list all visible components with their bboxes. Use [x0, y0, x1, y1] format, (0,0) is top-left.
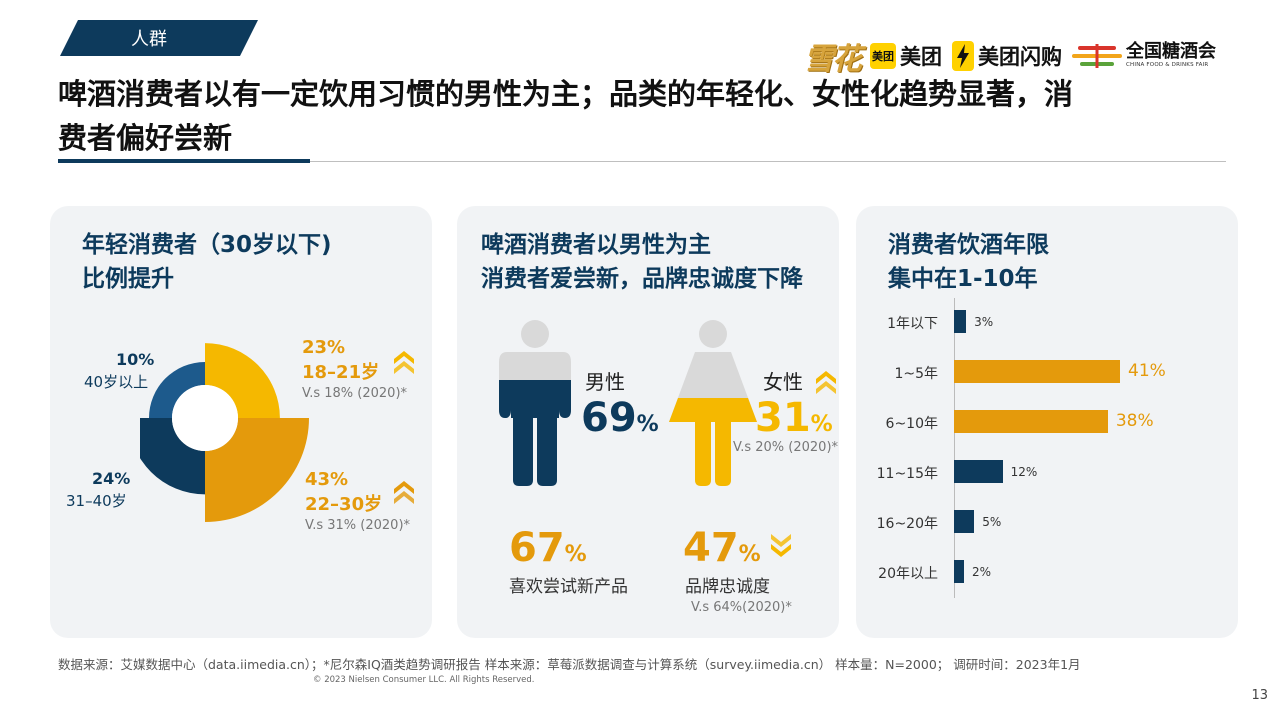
male-percent-unit: % — [636, 412, 659, 437]
page-title-line-1: 啤酒消费者以有一定饮用习惯的男性为主；品类的年轻化、女性化趋势显著，消 — [58, 77, 1074, 111]
try-new-percent: 67% — [509, 528, 587, 568]
bar-1~5年 — [954, 360, 1120, 383]
bar-16~20年 — [954, 510, 975, 533]
title-divider — [58, 161, 1226, 162]
meituan-logo: 美团 美团 — [870, 41, 942, 71]
title-accent-bar — [58, 159, 310, 163]
meituan-shangou-logo: 美团闪购 — [952, 41, 1062, 71]
age-18-21-label: 18–21岁 — [302, 362, 380, 383]
bar-11~15年 — [954, 460, 1003, 483]
male-percent-value: 69 — [581, 395, 637, 441]
fair-name-cn: 全国糖酒会 — [1126, 41, 1216, 63]
drinking-years-title-line-1: 消费者饮酒年限 — [888, 232, 1049, 258]
meituan-badge-icon: 美团 — [870, 43, 896, 69]
female-figure-icon — [669, 320, 757, 486]
bar-6~10年 — [954, 410, 1108, 433]
partner-logos: 雪花 美团 美团 美团闪购 全国糖酒会 CHINA FOOD & DRINKS … — [804, 34, 1216, 78]
loyalty-percent: 47% — [683, 528, 761, 568]
loyalty-percent-unit: % — [738, 542, 761, 567]
bar-axis-line — [954, 298, 955, 598]
age-22-30-callout: 43% 22–30岁 V.s 31% (2020)* — [305, 469, 410, 533]
age-31-40-percent: 24% — [92, 469, 131, 488]
age-22-30-percent: 43% — [305, 469, 349, 490]
age-40plus-percent: 10% — [116, 350, 155, 369]
loyalty-label: 品牌忠诚度 — [685, 577, 770, 597]
age-panel: 年轻消费者（30岁以下) 比例提升 10% 40岁以上 24% 31–40岁 2… — [50, 206, 432, 638]
chevron-up-icon — [394, 481, 414, 504]
drinking-years-title: 消费者饮酒年限 集中在1-10年 — [888, 228, 1049, 296]
age-22-30-vs: V.s 31% (2020)* — [305, 518, 411, 533]
female-percent: 31% — [755, 398, 833, 438]
loyalty-vs: V.s 64%(2020)* — [691, 600, 792, 615]
age-40plus-label: 40岁以上 — [84, 373, 149, 391]
donut-slice-22–30岁 — [205, 418, 309, 522]
drinking-years-title-line-2: 集中在1-10年 — [888, 266, 1038, 292]
data-source-note: 数据来源：艾媒数据中心（data.iimedia.cn）；*尼尔森IQ酒类趋势调… — [58, 657, 1081, 672]
gender-panel-title-line-1: 啤酒消费者以男性为主 — [481, 232, 711, 258]
gender-panel-title: 啤酒消费者以男性为主 消费者爱尝新，品牌忠诚度下降 — [481, 228, 803, 296]
age-22-30-label: 22–30岁 — [305, 494, 383, 515]
meituan-logo-text: 美团 — [900, 45, 942, 69]
age-donut-chart — [140, 343, 309, 522]
bar-value-label: 5% — [982, 515, 1002, 529]
bar-value-label: 3% — [974, 315, 994, 329]
bar-1年以下 — [954, 310, 967, 333]
china-food-fair-logo: 全国糖酒会 CHINA FOOD & DRINKS FAIR — [1072, 42, 1216, 70]
try-new-percent-value: 67 — [509, 525, 565, 571]
bar-category-label: 1~5年 — [894, 366, 938, 382]
copyright-note: © 2023 Nielsen Consumer LLC. All Rights … — [313, 675, 535, 685]
fair-emblem-icon — [1072, 44, 1122, 68]
female-percent-unit: % — [810, 412, 833, 437]
bar-value-label: 41% — [1128, 361, 1166, 381]
age-31-40-label: 31–40岁 — [66, 492, 127, 510]
snow-beer-logo: 雪花 — [804, 42, 862, 77]
bar-category-label: 11~15年 — [876, 466, 938, 482]
drinking-years-panel: 消费者饮酒年限 集中在1-10年 1年以下 3% 1~5年 41% 6~10年 38% 11… — [856, 206, 1238, 638]
female-percent-value: 31 — [755, 395, 811, 441]
chevron-up-icon — [394, 351, 414, 374]
donut-slice-18–21岁 — [205, 343, 280, 418]
male-figure-icon — [499, 320, 571, 486]
try-new-label: 喜欢尝试新产品 — [509, 577, 628, 597]
bar-20年以上 — [954, 560, 964, 583]
age-18-21-vs: V.s 18% (2020)* — [302, 386, 408, 401]
page-title-line-2: 费者偏好尝新 — [58, 121, 233, 155]
section-tag: 人群 — [60, 20, 258, 56]
age-panel-title: 年轻消费者（30岁以下) 比例提升 — [82, 228, 332, 296]
fair-name-en: CHINA FOOD & DRINKS FAIR — [1126, 62, 1209, 69]
female-vs: V.s 20% (2020)* — [733, 440, 839, 455]
gender-panel-title-line-2: 消费者爱尝新，品牌忠诚度下降 — [481, 266, 803, 292]
chevron-down-icon — [771, 534, 791, 557]
chevron-up-icon — [816, 371, 836, 394]
male-label: 男性 — [585, 370, 625, 394]
bar-value-label: 12% — [1010, 465, 1038, 479]
age-18-21-percent: 23% — [302, 337, 346, 358]
try-new-percent-unit: % — [564, 542, 587, 567]
meituan-shangou-text: 美团闪购 — [978, 45, 1062, 69]
drinking-years-bar-chart: 1年以下 3% 1~5年 41% 6~10年 38% 11~15年 12% 16~20年 5% 20… — [856, 298, 1238, 598]
bar-value-label: 38% — [1115, 411, 1154, 431]
male-percent: 69% — [581, 398, 659, 438]
bar-category-label: 6~10年 — [885, 416, 938, 432]
bar-category-label: 20年以上 — [878, 566, 938, 582]
loyalty-percent-value: 47 — [683, 525, 739, 571]
age-18-21-callout: 23% 18–21岁 V.s 18% (2020)* — [302, 337, 407, 401]
page-title: 啤酒消费者以有一定饮用习惯的男性为主；品类的年轻化、女性化趋势显著，消 费者偏好… — [58, 72, 1198, 160]
age-panel-title-line-1: 年轻消费者（30岁以下) — [82, 232, 332, 258]
lightning-icon — [952, 41, 974, 71]
donut-slice-40岁以上 — [149, 362, 205, 418]
bar-category-label: 1年以下 — [887, 316, 938, 332]
bar-value-label: 2% — [972, 565, 992, 579]
page-number: 13 — [1251, 688, 1268, 703]
age-panel-title-line-2: 比例提升 — [82, 266, 174, 292]
donut-slice-31–40岁 — [140, 418, 205, 495]
donut-hole — [172, 385, 238, 451]
bar-category-label: 16~20年 — [876, 516, 938, 532]
female-label: 女性 — [763, 370, 803, 394]
gender-panel: 啤酒消费者以男性为主 消费者爱尝新，品牌忠诚度下降 男性 69% 女性 31% … — [457, 206, 839, 638]
